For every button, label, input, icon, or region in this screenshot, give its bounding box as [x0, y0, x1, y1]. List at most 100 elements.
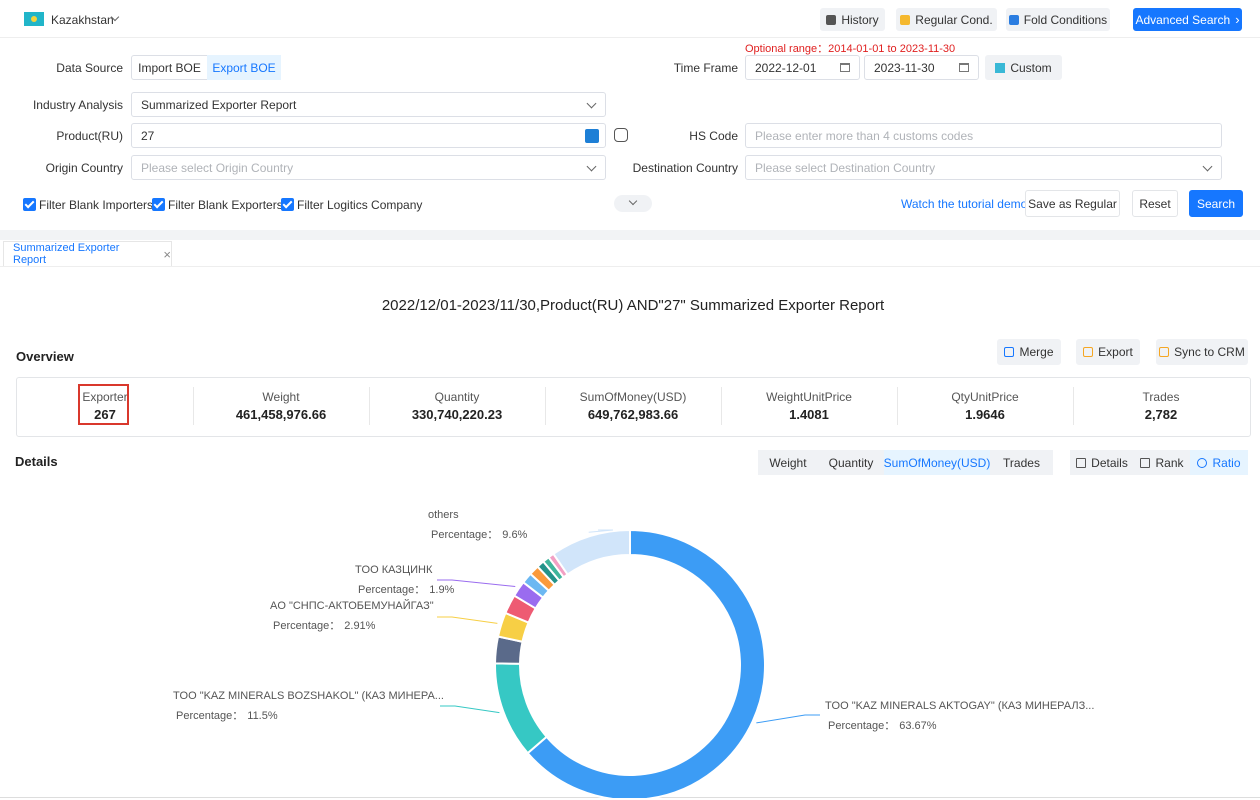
view-tab[interactable]: Ratio — [1190, 450, 1248, 475]
date-input[interactable]: 2023-11-30 — [864, 55, 979, 80]
slice-percentage: Percentage： 2.91% — [273, 620, 376, 632]
stat-value: 267 — [94, 407, 116, 422]
action-button[interactable]: Search — [1189, 190, 1243, 217]
label: Data Source — [56, 61, 123, 75]
stat: Quantity 330,740,220.23 — [369, 378, 545, 436]
stat-label: Quantity — [434, 390, 480, 404]
action-button[interactable]: Save as Regular — [1025, 190, 1120, 217]
select[interactable]: Summarized Exporter Report — [131, 92, 606, 117]
icon — [900, 14, 911, 25]
date-input[interactable]: 2022-12-01 — [745, 55, 860, 80]
country[interactable]: Kazakhstan — [51, 13, 114, 27]
percentage-value: 1.9% — [429, 584, 454, 596]
checkbox-label: Filter Logitics Company — [297, 198, 423, 212]
tab[interactable]: Summarized Exporter Report × — [3, 241, 172, 266]
filter-checkbox[interactable]: Filter Blank Importers — [23, 198, 153, 212]
label: Time Frame — [673, 61, 738, 75]
metric-tab[interactable]: Weight — [769, 455, 807, 470]
header-button[interactable]: Fold Conditions — [1006, 8, 1110, 31]
data-source-toggle: Import BOE Export BOE — [131, 55, 281, 80]
icon-button[interactable] — [614, 128, 628, 142]
tab-text: Rank — [1155, 455, 1184, 470]
button-text: Merge — [1019, 345, 1054, 359]
toggle-option[interactable]: Export BOE — [207, 55, 281, 80]
icon — [1076, 457, 1087, 468]
icon — [1159, 347, 1170, 357]
stat-value: 461,458,976.66 — [235, 407, 327, 422]
icon — [1197, 457, 1208, 468]
select-value: Summarized Exporter Report — [141, 97, 297, 112]
overview-button[interactable]: Merge — [997, 339, 1061, 365]
stat: QtyUnitPrice 1.9646 — [897, 378, 1073, 436]
custom-button[interactable]: Custom — [985, 55, 1062, 80]
overview-button[interactable]: Sync to CRM — [1156, 339, 1248, 365]
collapse-button[interactable] — [614, 195, 652, 212]
icon: › — [1235, 12, 1240, 27]
toggle-option[interactable]: Import BOE — [138, 60, 201, 75]
view-tab[interactable]: Details — [1070, 450, 1134, 475]
label: Destination Country — [632, 161, 738, 175]
divider — [193, 387, 194, 425]
highlight-box — [78, 384, 129, 425]
leader-line — [756, 714, 820, 724]
button-text: Sync to CRM — [1174, 345, 1245, 359]
percentage-value: 9.6% — [502, 529, 527, 541]
input-value: 27 — [141, 128, 155, 143]
stat-label: Weight — [262, 390, 300, 404]
search-form: Optional range：2014-01-01 to 2023-11-30 … — [0, 38, 1260, 230]
button-text: History — [841, 12, 879, 27]
percentage-label: Percentage： — [358, 584, 425, 596]
stat-label: Exporter — [82, 390, 128, 404]
product-input[interactable]: 27 — [131, 123, 606, 148]
stat: Weight 461,458,976.66 — [193, 378, 369, 436]
select[interactable]: Please select Destination Country — [745, 155, 1222, 180]
percentage-label: Percentage： — [828, 720, 895, 732]
stat-value: 330,740,220.23 — [411, 407, 503, 422]
hs-input[interactable]: Please enter more than 4 customs codes — [745, 123, 1222, 148]
button-text: Custom — [1010, 60, 1052, 75]
header-button[interactable]: Advanced Search › — [1133, 8, 1242, 31]
divider — [545, 387, 546, 425]
slice-label: AO "СНПС-АКТОБЕМУНАЙГАЗ" — [270, 599, 434, 612]
report-panel: Summarized Exporter Report × 2022/12/01-2… — [0, 240, 1260, 800]
stat-label: SumOfMoney(USD) — [579, 390, 687, 404]
divider — [369, 387, 370, 425]
checkbox — [23, 198, 36, 211]
metric-tab[interactable]: SumOfMoney(USD) — [884, 450, 990, 475]
overview-button[interactable]: Export — [1076, 339, 1140, 365]
icon — [826, 14, 837, 25]
metric-tab[interactable]: Quantity — [828, 455, 874, 470]
tutorial-link[interactable]: Watch the tutorial demo — [901, 197, 1028, 211]
select[interactable]: Please select Origin Country — [131, 155, 606, 180]
icon — [1083, 347, 1094, 357]
checkbox — [152, 198, 165, 211]
divider — [1073, 387, 1074, 425]
icon — [1140, 457, 1151, 468]
slice-percentage: Percentage： 11.5% — [176, 710, 278, 722]
filter-checkbox[interactable]: Filter Logitics Company — [281, 198, 422, 212]
stat: Trades 2,782 — [1073, 378, 1249, 436]
metric-tabs: Weight Quantity SumOfMoney(USD) Trades — [758, 450, 1053, 475]
percentage-value: 63.67% — [899, 720, 937, 732]
leader-line — [437, 579, 516, 588]
header-button[interactable]: History — [820, 8, 885, 31]
slice-label: TOO "KAZ MINERALS AKTOGAY" (КАЗ МИНЕРАЛЗ… — [825, 700, 1094, 712]
metric-tab[interactable]: Trades — [1003, 455, 1040, 470]
filter-checkbox[interactable]: Filter Blank Exporters — [152, 198, 283, 212]
checkbox-label: Filter Blank Importers — [39, 198, 154, 212]
slice — [526, 528, 766, 798]
stat: SumOfMoney(USD) 649,762,983.66 — [545, 378, 721, 436]
view-tabs: Details Rank Ratio — [1070, 450, 1248, 475]
percentage-label: Percentage： — [273, 620, 340, 632]
checkbox-label: Filter Blank Exporters — [168, 198, 283, 212]
slice — [552, 528, 631, 576]
action-button[interactable]: Reset — [1132, 190, 1178, 217]
section-title: Details — [15, 454, 58, 469]
header-button[interactable]: Regular Cond. — [896, 8, 997, 31]
section-title: Overview — [16, 349, 74, 364]
button-text: Regular Cond. — [915, 12, 993, 27]
view-tab[interactable]: Rank — [1134, 450, 1190, 475]
label: HS Code — [689, 129, 738, 143]
divider — [897, 387, 898, 425]
slice — [494, 662, 549, 755]
